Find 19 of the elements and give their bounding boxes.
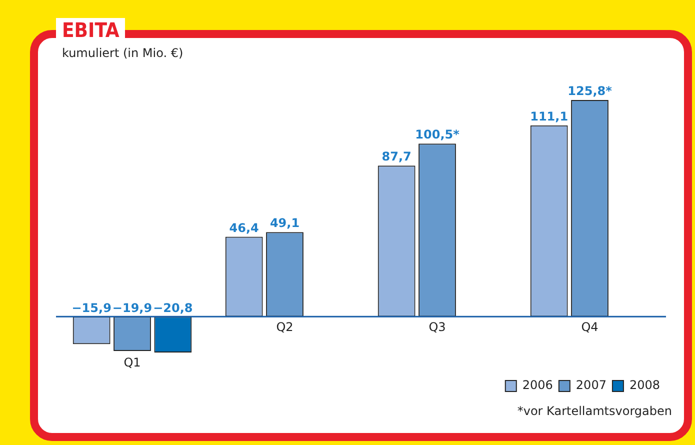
data-label: −15,9 xyxy=(72,300,112,315)
legend-label: 2008 xyxy=(629,378,660,392)
data-label: 46,4 xyxy=(229,220,259,235)
x-tick-label: Q3 xyxy=(428,320,446,334)
data-label: 111,1 xyxy=(530,109,568,124)
chart-subtitle: kumuliert (in Mio. €) xyxy=(62,46,184,60)
x-tick-label: Q2 xyxy=(276,320,294,334)
legend-label: 2007 xyxy=(576,378,606,392)
x-tick-label: Q4 xyxy=(581,320,598,334)
legend-label: 2006 xyxy=(522,378,553,392)
chart-title: EBITA xyxy=(56,18,126,42)
data-label: 49,1 xyxy=(270,216,300,230)
data-label: −19,9 xyxy=(112,300,152,315)
data-label: 100,5* xyxy=(415,128,460,142)
data-label: 87,7 xyxy=(382,150,412,164)
data-label: 125,8* xyxy=(568,84,613,98)
text: *vor Kartellamtsvorgaben xyxy=(517,404,672,418)
data-label: −20,8 xyxy=(153,300,193,315)
x-tick-label: Q1 xyxy=(124,356,141,370)
